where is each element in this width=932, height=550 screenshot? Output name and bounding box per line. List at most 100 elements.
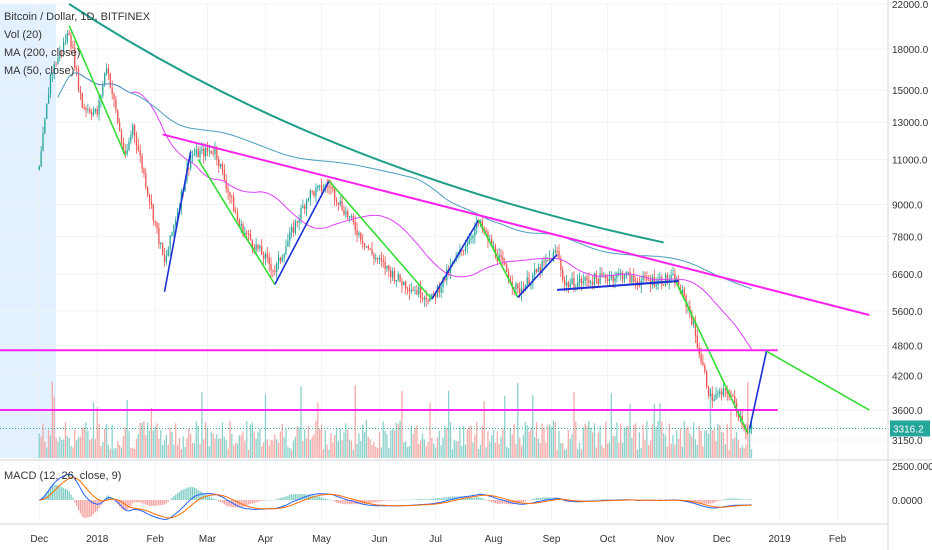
macd-histogram-bar xyxy=(251,500,254,504)
volume-bar xyxy=(719,425,721,458)
volume-bar xyxy=(674,444,676,458)
candle-body xyxy=(558,250,560,259)
macd-histogram-bar xyxy=(494,500,497,504)
macd-histogram-bar xyxy=(64,489,67,500)
volume-bar xyxy=(539,443,541,458)
volume-bar xyxy=(732,438,734,458)
volume-bar xyxy=(485,447,487,458)
candle-body xyxy=(683,289,685,296)
volume-bar xyxy=(530,429,532,458)
zigzag-leg-3 xyxy=(274,180,330,285)
macd-histogram-bar xyxy=(238,500,240,508)
volume-bar xyxy=(120,447,123,458)
candle-body xyxy=(302,206,304,208)
volume-bar xyxy=(249,424,252,458)
candle-body xyxy=(283,254,285,258)
macd-histogram-bar xyxy=(599,499,601,500)
volume-bar xyxy=(722,432,725,458)
macd-histogram-bar xyxy=(257,500,259,502)
candle-body xyxy=(496,256,498,261)
macd-histogram-bar xyxy=(502,500,504,504)
macd-histogram-bar xyxy=(382,500,384,501)
volume-bar xyxy=(105,423,108,458)
macd-histogram-bar xyxy=(133,500,136,503)
macd-histogram-bar xyxy=(274,499,276,501)
volume-bar xyxy=(221,422,224,458)
volume-bar xyxy=(395,422,397,458)
candle-body xyxy=(642,275,644,281)
volume-bar xyxy=(625,426,627,458)
volume-bar xyxy=(214,438,216,458)
candle-body xyxy=(582,280,584,284)
volume-bar xyxy=(145,435,147,458)
macd-histogram-bar xyxy=(548,497,551,500)
candle-body xyxy=(707,386,710,396)
macd-histogram-bar xyxy=(511,500,513,505)
macd-histogram-bar xyxy=(453,496,455,500)
volume-bar xyxy=(519,437,521,458)
candle-body xyxy=(62,42,65,52)
macd-histogram-bar xyxy=(750,499,753,500)
volume-bar xyxy=(492,429,495,458)
volume-bar xyxy=(687,426,689,458)
macd-histogram-bar xyxy=(330,499,332,501)
candle-body xyxy=(711,393,713,401)
volume-bar xyxy=(182,436,184,458)
volume-bar xyxy=(219,438,222,458)
volume-bar xyxy=(640,447,642,458)
macd-histogram-bar xyxy=(59,485,61,500)
volume-bar xyxy=(154,426,156,458)
candle-body xyxy=(317,186,319,189)
macd-histogram-bar xyxy=(414,499,416,500)
macd-histogram-bar xyxy=(593,499,596,500)
volume-bar xyxy=(204,422,207,458)
macd-histogram-bar xyxy=(380,500,383,502)
candle-body xyxy=(659,277,661,280)
macd-histogram-bar xyxy=(221,500,224,504)
candle-body xyxy=(726,389,728,394)
candle-body xyxy=(477,221,480,223)
candle-body xyxy=(360,232,362,241)
candle-body xyxy=(212,153,214,155)
volume-bar xyxy=(547,425,549,458)
volume-bar xyxy=(582,427,584,458)
macd-histogram-bar xyxy=(739,498,741,500)
macd-histogram-bar xyxy=(595,499,598,500)
candle-body xyxy=(601,273,603,276)
macd-histogram-bar xyxy=(433,498,435,500)
volume-bar xyxy=(296,426,298,458)
volume-bar xyxy=(513,423,515,458)
volume-bar xyxy=(685,428,687,458)
macd-histogram-bar xyxy=(46,491,48,500)
volume-bar xyxy=(711,430,713,458)
macd-histogram-bar xyxy=(262,500,265,501)
macd-histogram-bar xyxy=(603,499,605,500)
legend-vol: Vol (20) xyxy=(4,29,42,41)
volume-bar xyxy=(605,421,607,458)
candle-body xyxy=(636,281,639,285)
candle-body xyxy=(466,244,469,247)
candle-body xyxy=(713,398,715,401)
candle-body xyxy=(653,276,655,286)
volume-bar xyxy=(315,420,317,458)
time-tick-label: Sep xyxy=(543,534,561,545)
macd-histogram-bar xyxy=(498,500,500,504)
volume-bar xyxy=(537,438,540,458)
volume-bar xyxy=(180,449,182,458)
candle-body xyxy=(156,222,158,229)
time-tick-label: Nov xyxy=(657,534,675,545)
volume-bar xyxy=(347,429,349,458)
candle-body xyxy=(221,163,224,171)
macd-histogram-bar xyxy=(296,494,298,500)
volume-bar xyxy=(287,446,289,458)
volume-bar xyxy=(661,421,663,458)
candle-body xyxy=(132,125,134,135)
volume-bar xyxy=(259,428,261,458)
candle-body xyxy=(135,136,138,147)
macd-histogram-bar xyxy=(419,499,422,500)
volume-bar xyxy=(461,445,463,458)
candle-body xyxy=(137,146,139,151)
zigzag-leg-4 xyxy=(328,180,433,300)
